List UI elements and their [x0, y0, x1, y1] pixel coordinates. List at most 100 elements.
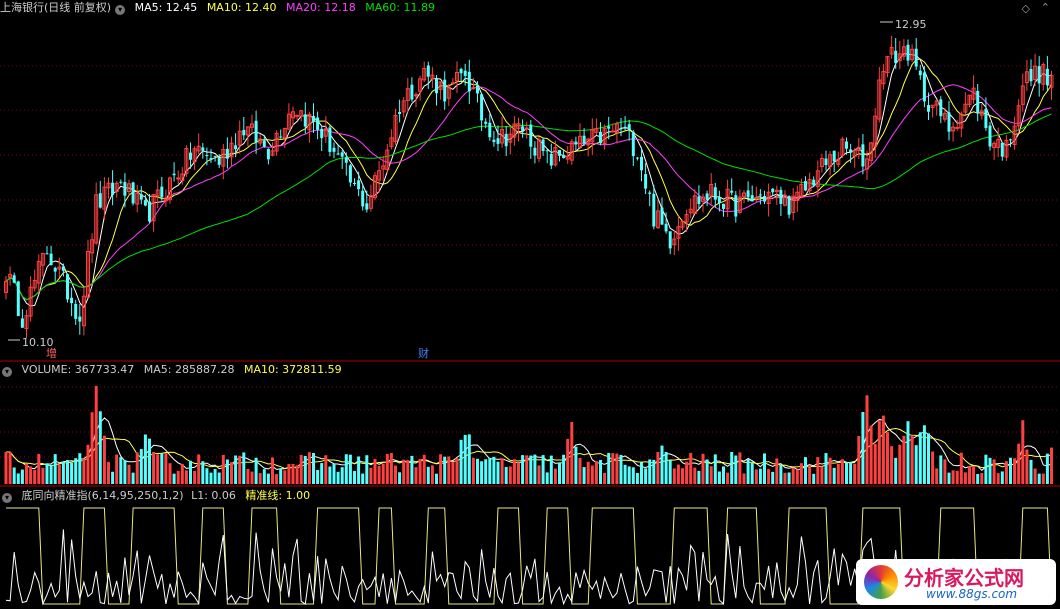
volume-bar — [184, 470, 188, 484]
volume-bar — [234, 455, 238, 484]
candle-body — [742, 192, 746, 198]
watermark-url: www.88gs.com — [926, 587, 1018, 601]
volume-bar — [578, 458, 582, 484]
candle-body — [599, 131, 602, 144]
volume-bar — [681, 468, 684, 484]
volume-bar — [189, 460, 192, 484]
candle-body — [701, 196, 705, 202]
candle-body — [148, 201, 151, 222]
candle-body — [299, 110, 304, 117]
volume-bar — [471, 457, 475, 484]
volume-bar — [213, 469, 217, 484]
candle-body — [668, 231, 672, 249]
volume-bar — [385, 454, 389, 484]
candle-body — [49, 253, 53, 266]
candle-body — [819, 157, 824, 168]
candle-body — [98, 193, 102, 208]
volume-bar — [340, 467, 344, 484]
volume-bar — [521, 455, 525, 484]
volume-bar — [652, 459, 656, 484]
volume-bar — [635, 472, 639, 484]
volume-bar — [968, 466, 971, 484]
candle-body — [971, 87, 976, 100]
ma5-value: MA5: 12.45 — [134, 1, 198, 14]
candle-body — [771, 188, 775, 193]
candle-body — [405, 88, 410, 101]
volume-bar — [701, 453, 705, 484]
candle-body — [389, 137, 394, 147]
candle-body — [648, 192, 652, 194]
candle-body — [586, 138, 591, 146]
volume-bar — [553, 468, 557, 484]
volume-bar — [303, 455, 307, 484]
volume-bar — [611, 453, 615, 484]
candle-body — [192, 148, 197, 163]
candle-body — [28, 286, 33, 317]
volume-bar — [180, 463, 184, 484]
candle-body — [1000, 142, 1004, 157]
volume-bar — [1013, 458, 1017, 484]
dropdown-icon[interactable]: ▾ — [2, 493, 12, 503]
volume-bar — [562, 454, 566, 484]
volume-bar — [574, 446, 578, 484]
volume-bar — [1025, 449, 1029, 484]
event-marker-2[interactable]: 财 — [418, 346, 429, 360]
candle-body — [8, 273, 13, 278]
volume-bar — [328, 466, 332, 484]
candle-body — [976, 90, 980, 114]
candle-body — [114, 182, 119, 193]
volume-bar — [20, 469, 24, 484]
candle-body — [151, 194, 156, 222]
candle-body — [245, 126, 250, 136]
volume-bar — [594, 461, 598, 484]
candle-body — [196, 145, 201, 152]
volume-bar — [996, 473, 1000, 484]
candle-body — [274, 132, 279, 152]
volume-bar — [45, 463, 49, 484]
candle-body — [418, 78, 423, 92]
volume-bar — [1000, 471, 1004, 484]
volume-bar — [767, 469, 771, 484]
volume-bar — [299, 454, 303, 484]
indicator-l1: L1: 0.06 — [191, 489, 236, 502]
diamond-icon[interactable]: ◇ — [1021, 2, 1030, 15]
volume-bar — [205, 468, 209, 484]
volume-bar — [381, 463, 385, 484]
candle-body — [889, 47, 894, 55]
candle-body — [414, 94, 418, 97]
volume-bar — [107, 461, 110, 484]
volume-bar — [324, 455, 328, 484]
up-arrow-icon[interactable]: ⌃ — [1040, 1, 1050, 14]
volume-bars — [4, 385, 1053, 484]
volume-bar — [783, 472, 787, 484]
dropdown-icon[interactable]: ▾ — [2, 367, 12, 377]
candle-body — [61, 266, 65, 271]
volume-bar — [451, 461, 455, 484]
volume-bar — [447, 456, 451, 484]
candle-body — [783, 195, 787, 206]
candle-body — [619, 128, 623, 130]
volume-bar — [168, 463, 172, 484]
volume-bar — [1045, 453, 1049, 484]
dropdown-icon[interactable]: ▾ — [115, 5, 126, 15]
volume-bar — [320, 463, 324, 484]
volume-bar — [430, 465, 434, 484]
volume-bar — [570, 421, 574, 484]
candle-body — [86, 250, 90, 298]
volume-bar — [312, 453, 315, 484]
volume-bar — [102, 435, 106, 484]
candle-body — [176, 177, 181, 180]
volume-bar — [336, 471, 340, 484]
ma20-value: MA20: 12.18 — [286, 1, 356, 14]
event-marker-1[interactable]: 增 — [46, 346, 57, 360]
volume-bar — [500, 458, 504, 484]
candle-body — [734, 195, 738, 217]
volume-bar — [29, 466, 33, 484]
candle-body — [237, 130, 242, 146]
volume-bar — [771, 471, 775, 484]
volume-bar — [332, 463, 336, 484]
candle-body — [1049, 75, 1054, 88]
volume-bar — [836, 464, 840, 484]
candle-body — [614, 123, 619, 134]
candle-body — [807, 179, 812, 192]
